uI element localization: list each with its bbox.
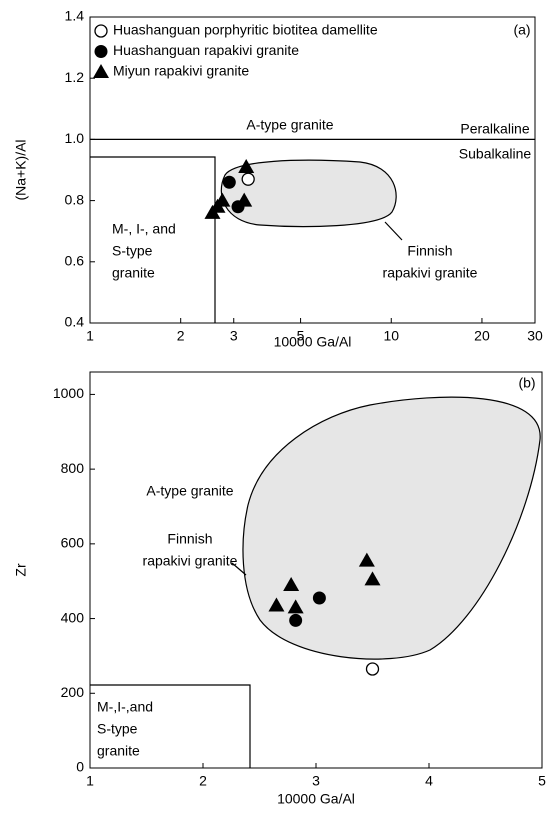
annotation: Peralkaline [460,121,529,137]
triangle-point [268,597,285,612]
annotation: M-,I-,and [97,699,153,715]
annotation: rapakivi granite [383,265,478,281]
leader-line [384,221,403,241]
y-tick-label: 1000 [53,385,84,401]
y-tick-label: 600 [61,535,85,551]
x-tick-label: 2 [199,773,207,789]
x-tick-label: 5 [538,773,546,789]
plot-frame [89,16,536,324]
x-tick-label: 30 [527,328,543,344]
x-axis-label: 10000 Ga/Al [274,334,352,350]
open-circle-point [94,24,108,38]
y-tick-label: 1.4 [65,8,85,24]
x-tick-label: 3 [230,328,238,344]
annotation: A-type granite [246,117,333,133]
y-axis-label: (Na+K)/Al [13,139,29,200]
x-tick-label: 10 [383,328,399,344]
finnish-field [220,159,397,228]
mis-boundary [90,684,251,768]
y-tick-label: 1.0 [65,130,85,146]
annotation: granite [97,743,140,759]
y-tick-label: 400 [61,609,85,625]
y-tick-label: 800 [61,460,85,476]
legend-label: Huashanguan porphyritic biotitea damelli… [113,22,378,38]
x-tick-label: 3 [312,773,320,789]
annotation: Finnish [167,531,212,547]
x-tick-label: 1 [86,773,94,789]
x-tick-label: 20 [474,328,490,344]
y-tick-label: 0.6 [65,253,85,269]
panel-label: (a) [513,22,530,38]
x-tick-label: 5 [297,328,305,344]
open-circle-point [365,662,380,676]
annotation: S-type [112,243,153,259]
triangle-point [287,599,304,614]
triangle-point [214,192,231,207]
y-tick-label: 0 [76,759,84,775]
open-circle-point [241,172,255,186]
annotation: rapakivi granite [143,553,238,569]
y-tick-label: 200 [61,684,85,700]
triangle-point [238,158,255,173]
x-tick-label: 4 [425,773,433,789]
circle-point [222,175,236,189]
legend-label: Huashanguan rapakivi granite [113,42,299,58]
triangle-point [236,192,253,207]
circle-point [94,45,108,58]
x-tick-label: 1 [86,328,94,344]
annotation: S-type [97,721,138,737]
annotation: Subalkaline [459,146,532,162]
x-tick-label: 2 [177,328,185,344]
y-tick-label: 1.2 [65,69,85,85]
annotation: Finnish [407,243,452,259]
annotation: A-type granite [146,483,233,499]
legend-label: Miyun rapakivi granite [113,63,249,79]
triangle-point [93,64,109,78]
leader-line [231,562,247,576]
triangle-point [283,576,300,591]
circle-point [289,613,303,627]
y-tick-label: 0.4 [65,314,85,330]
y-axis-label: Zr [13,563,29,577]
triangle-point [364,571,381,586]
annotation: granite [112,265,155,281]
finnish-field [242,396,541,660]
triangle-point [358,552,375,567]
x-axis-label: 10000 Ga/Al [277,791,355,807]
mis-boundary [90,156,216,323]
y-tick-label: 0.8 [65,191,85,207]
annotation: M-, I-, and [112,221,176,237]
panel-label: (b) [518,375,535,391]
circle-point [312,591,326,605]
